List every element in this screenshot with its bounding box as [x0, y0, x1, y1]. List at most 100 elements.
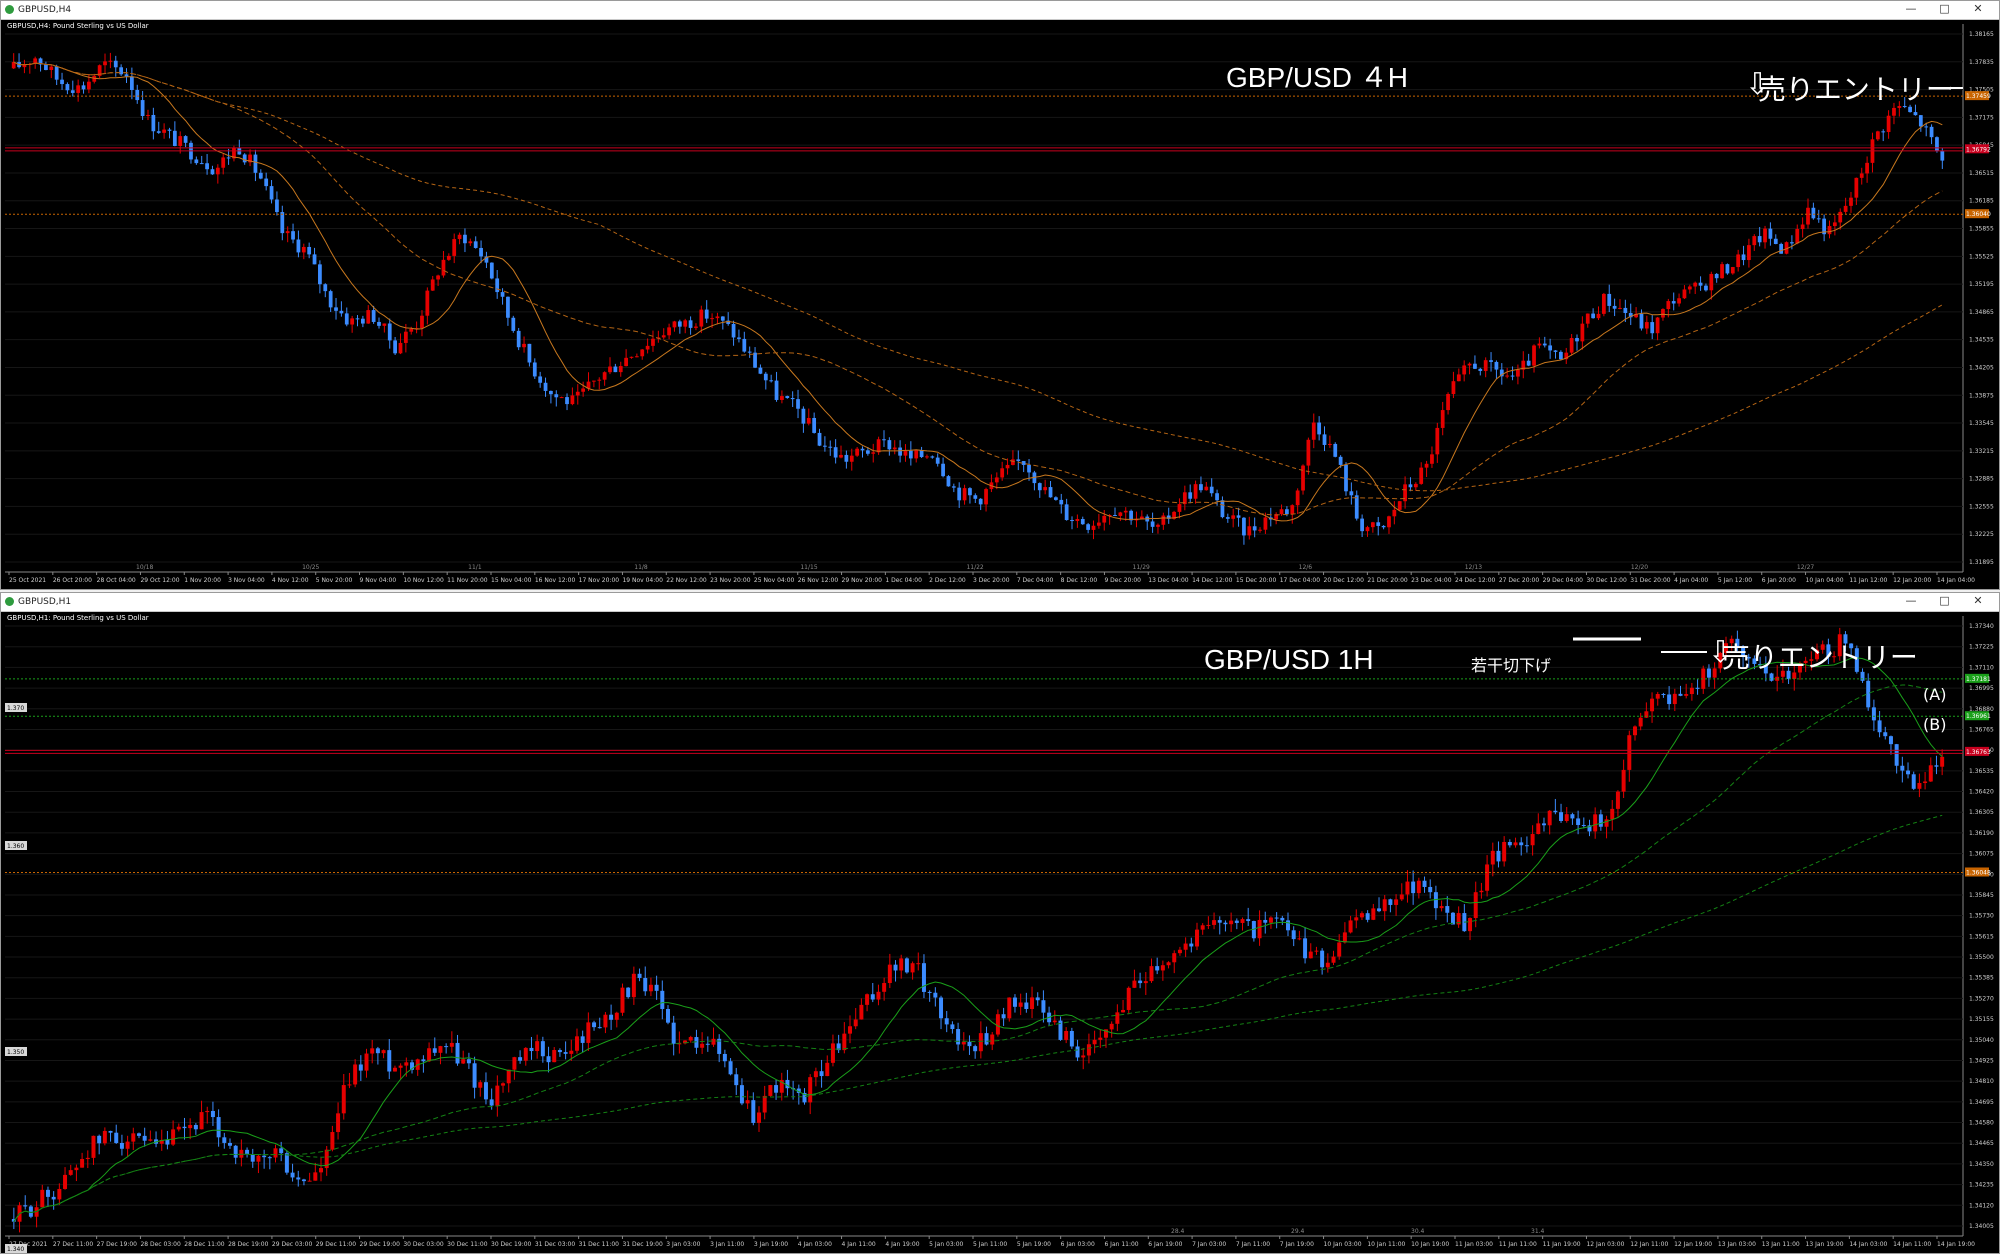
- x-tick-label: 6 Jan 19:00: [1148, 1241, 1182, 1248]
- left-price-label: 1.340: [7, 1246, 24, 1253]
- candle-body: [1638, 717, 1643, 727]
- window-controls[interactable]: — □ ✕: [1896, 594, 1993, 607]
- window-titlebar[interactable]: GBPUSD,H1 — □ ✕: [1, 593, 1999, 612]
- candle-body: [1246, 919, 1251, 922]
- candle-body: [747, 351, 752, 353]
- candle-body: [661, 335, 666, 338]
- candle-body: [956, 1029, 961, 1045]
- candle-body: [1405, 881, 1410, 895]
- down-arrow-icon: ⇩: [1708, 635, 1734, 670]
- candle-body: [1908, 106, 1912, 113]
- candle-body: [1479, 890, 1484, 893]
- candle-body: [1918, 115, 1923, 127]
- window-controls[interactable]: — □ ✕: [1896, 2, 1993, 15]
- candle-body: [291, 231, 295, 240]
- y-tick-label: 1.35155: [1969, 1016, 1994, 1023]
- ma-fast-line: [13, 61, 1943, 522]
- candle-body: [796, 1088, 801, 1093]
- candle-body: [522, 343, 526, 348]
- candle-body: [618, 366, 623, 373]
- candle-body: [1121, 1009, 1126, 1013]
- candle-body: [1888, 736, 1893, 745]
- candle-body: [1866, 680, 1871, 708]
- candle-body: [1229, 920, 1234, 925]
- chart-plot-area[interactable]: 1.381651.378351.375051.371751.368451.365…: [1, 20, 1999, 590]
- candle-body: [1394, 899, 1399, 905]
- window-titlebar[interactable]: GBPUSD,H4 — □ ✕: [1, 1, 1999, 20]
- candle-body: [387, 323, 392, 341]
- minimize-button[interactable]: —: [1905, 594, 1917, 607]
- candle-body: [312, 254, 317, 265]
- candle-body: [1536, 823, 1541, 835]
- candle-body: [563, 1052, 568, 1054]
- candle-body: [1109, 1023, 1114, 1030]
- x-tick-label: 4 Jan 04:00: [1674, 577, 1708, 584]
- candle-body: [194, 159, 199, 164]
- candle-body: [60, 79, 64, 85]
- chart-window-h1[interactable]: GBPUSD,H1 — □ ✕ 1.37340 1.37225 1.37110 1.3…: [0, 592, 2000, 1254]
- candle-body: [1780, 670, 1785, 677]
- x-tick-label: 27 Dec 19:00: [97, 1241, 138, 1248]
- candle-body: [1195, 929, 1199, 947]
- close-button[interactable]: ✕: [1973, 594, 1983, 607]
- candle-body: [1784, 242, 1789, 254]
- candle-body: [914, 450, 919, 459]
- x-tick-label: 25 Oct 2021: [9, 577, 46, 584]
- candle-body: [258, 172, 263, 179]
- candle-body: [870, 994, 875, 1000]
- candle-body: [1795, 229, 1800, 244]
- candle-body: [1752, 236, 1757, 246]
- candle-body: [1150, 521, 1155, 527]
- candle-body: [250, 1154, 255, 1162]
- candle-body: [136, 1133, 141, 1136]
- week-marker-label: 11/8: [634, 564, 648, 571]
- candle-body: [403, 331, 408, 343]
- y-tick-label: 1.34465: [1969, 1140, 1994, 1147]
- candle-body: [210, 1110, 215, 1118]
- chart-window-h4[interactable]: GBPUSD,H4 — □ ✕ 1.38165 1.37835 1.37505 1.3…: [0, 0, 2000, 590]
- x-tick-label: 9 Nov 04:00: [360, 577, 397, 584]
- candle-body: [1422, 880, 1427, 887]
- h1-candlestick-chart[interactable]: 1.37340 1.37225 1.37110 1.36995 1.36880 1.367…: [1, 612, 2000, 1254]
- candle-body: [1628, 313, 1633, 318]
- candle-body: [398, 1065, 403, 1068]
- week-marker-label: 12/27: [1797, 564, 1814, 571]
- candle-body: [1086, 524, 1091, 530]
- maximize-button[interactable]: □: [1939, 2, 1950, 15]
- candle-body: [1215, 493, 1219, 501]
- close-button[interactable]: ✕: [1973, 2, 1983, 15]
- candle-body: [205, 163, 209, 170]
- candle-body: [1478, 368, 1483, 371]
- candle-body: [825, 1062, 830, 1077]
- candle-body: [1349, 491, 1354, 496]
- down-arrow-icon: ⇩: [1745, 67, 1771, 102]
- h4-candlestick-chart[interactable]: 1.381651.378351.375051.371751.368451.365…: [1, 20, 2000, 590]
- candle-body: [1069, 1030, 1074, 1047]
- candle-body: [1687, 286, 1692, 290]
- candle-body: [1832, 222, 1837, 227]
- maximize-button[interactable]: □: [1939, 594, 1950, 607]
- candle-body: [882, 439, 886, 441]
- candle-body: [1000, 468, 1005, 478]
- minimize-button[interactable]: —: [1905, 2, 1917, 15]
- candle-body: [334, 307, 338, 311]
- candle-body: [262, 1155, 267, 1158]
- candle-body: [1496, 850, 1501, 862]
- candle-body: [1729, 638, 1734, 644]
- candle-body: [1092, 1039, 1097, 1045]
- y-tick-label: 1.37225: [1969, 644, 1994, 651]
- candle-body: [1838, 211, 1843, 223]
- candle-body: [1322, 434, 1327, 445]
- candle-body: [1123, 510, 1128, 513]
- candle-body: [944, 1018, 949, 1025]
- candle-body: [49, 66, 54, 71]
- candle-body: [882, 983, 887, 992]
- candle-body: [1172, 953, 1177, 963]
- chart-plot-area[interactable]: 1.37340 1.37225 1.37110 1.36995 1.36880 1.367…: [1, 612, 1999, 1254]
- candle-body: [1430, 454, 1434, 464]
- candle-body: [420, 315, 424, 329]
- candle-body: [728, 1061, 733, 1075]
- candle-body: [930, 456, 935, 458]
- week-marker-label: 12/13: [1465, 564, 1482, 571]
- candle-body: [432, 1048, 437, 1053]
